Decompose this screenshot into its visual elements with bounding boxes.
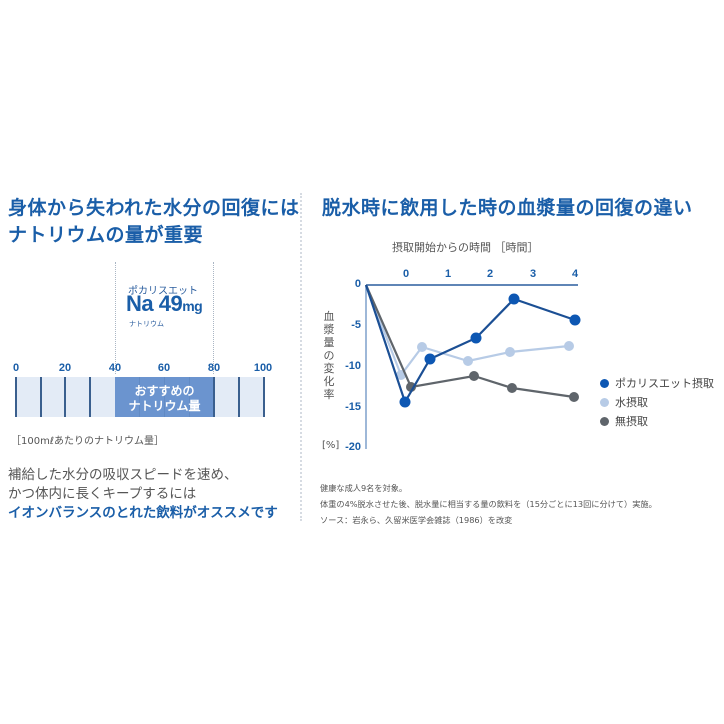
bar-gridline — [213, 377, 215, 417]
panel-divider — [300, 193, 302, 521]
chart-y-unit: [%] — [322, 440, 340, 451]
chart-legend: ポカリスエット摂取 水摂取 無摂取 — [600, 374, 714, 431]
bar-tick: 80 — [207, 362, 221, 374]
legend-dot-icon — [600, 417, 609, 426]
y-tick: -20 — [345, 441, 361, 453]
y-tick: -15 — [345, 401, 361, 413]
series-water-markers — [396, 341, 574, 380]
series-none-markers — [406, 371, 579, 402]
x-tick: 0 — [402, 268, 410, 280]
bar-gridline — [189, 377, 190, 417]
bar-gridline — [164, 377, 165, 417]
legend-dot-icon — [600, 379, 609, 388]
y-tick: 0 — [354, 278, 361, 290]
bar-caption: ［100mℓあたりのナトリウム量］ — [11, 436, 164, 447]
bar-tick: 100 — [253, 362, 273, 374]
chart-x-axis-label: 摂取開始からの時間 ［時間］ — [392, 241, 539, 254]
footnote-line: ソース：岩永ら、久留米医学会雑誌（1986）を改変 — [320, 515, 513, 525]
footnote-line: 健康な成人9名を対象。 — [320, 483, 408, 493]
sodium-sub-label: ナトリウム — [129, 320, 164, 328]
series-water-line — [364, 284, 570, 378]
bar-gridline — [64, 377, 66, 417]
x-tick: 2 — [486, 268, 494, 280]
series-pocari-line — [364, 284, 576, 405]
sodium-unit: mg — [182, 298, 203, 314]
bar-tick: 0 — [12, 362, 20, 374]
bar-gridline — [238, 377, 240, 417]
x-tick: 1 — [444, 268, 452, 280]
legend-item-water: 水摂取 — [600, 393, 714, 412]
bar-tick: 60 — [157, 362, 171, 374]
sodium-value: Na 49mg — [126, 291, 203, 317]
x-tick: 4 — [571, 268, 579, 280]
bar-gridline — [263, 377, 265, 417]
body-emphasis: イオンバランスのとれた飲料がオススメです — [8, 505, 278, 521]
y-tick: -5 — [351, 319, 361, 331]
recommended-label-line2: ナトリウム量 — [128, 399, 201, 413]
bar-gridline — [89, 377, 91, 417]
chart-y-axis-label: 血漿量の変化率 — [323, 310, 335, 401]
body-line1: 補給した水分の吸収スピードを速め、 — [8, 467, 238, 483]
recommended-label-line1: おすすめの — [134, 384, 195, 398]
bar-tick: 40 — [108, 362, 122, 374]
legend-item-none: 無摂取 — [600, 412, 714, 431]
guide-line-80 — [213, 262, 214, 374]
legend-dot-icon — [600, 398, 609, 407]
legend-item-pocari: ポカリスエット摂取 — [600, 374, 714, 393]
left-panel-title: 身体から失われた水分の回復には ナトリウムの量が重要 — [8, 195, 300, 249]
bar-gridline — [40, 377, 42, 417]
left-title-line2: ナトリウムの量が重要 — [8, 224, 204, 246]
recommended-label: おすすめの ナトリウム量 — [115, 384, 214, 414]
bar-gridline — [15, 377, 17, 417]
y-tick: -10 — [345, 360, 361, 372]
right-panel-title: 脱水時に飲用した時の血漿量の回復の違い — [322, 197, 693, 219]
legend-label: 無摂取 — [615, 415, 648, 428]
product-label: ポカリスエット — [128, 286, 198, 297]
series-pocari-markers — [399, 293, 581, 408]
body-text: 補給した水分の吸収スピードを速め、 かつ体内に長くキープするには — [8, 466, 238, 504]
body-line2: かつ体内に長くキープするには — [8, 486, 197, 502]
bar-tick: 20 — [58, 362, 72, 374]
footnote-line: 体重の4%脱水させた後、脱水量に相当する量の飲料を（15分ごとに13回に分けて）… — [320, 499, 657, 509]
sodium-symbol: Na — [126, 291, 154, 316]
legend-label: ポカリスエット摂取 — [615, 377, 714, 390]
x-tick: 3 — [529, 268, 537, 280]
bar-gridline — [139, 377, 140, 417]
chart-footnotes: 健康な成人9名を対象。 体重の4%脱水させた後、脱水量に相当する量の飲料を（15… — [320, 480, 657, 528]
guide-line-40 — [115, 262, 116, 374]
legend-label: 水摂取 — [615, 396, 648, 409]
sodium-number: 49 — [158, 291, 183, 316]
left-title-line1: 身体から失われた水分の回復には — [8, 197, 300, 219]
